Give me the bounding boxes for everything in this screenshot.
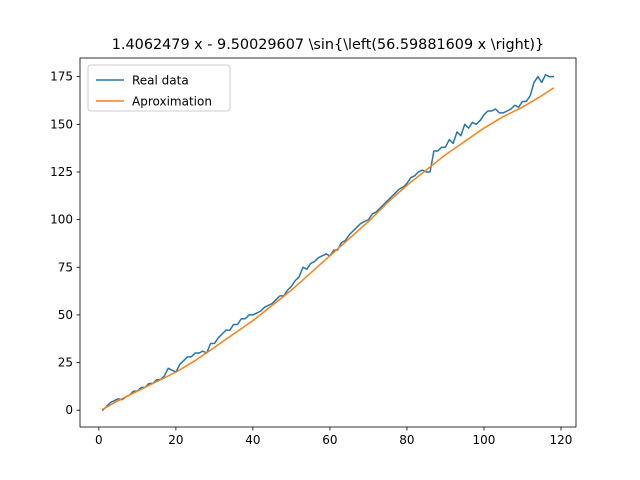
x-tick-label: 40 xyxy=(245,433,260,447)
y-tick-label: 150 xyxy=(50,117,73,131)
x-tick-label: 100 xyxy=(473,433,496,447)
x-tick-label: 60 xyxy=(322,433,337,447)
series-line-real-data xyxy=(101,74,555,412)
chart-title: 1.4062479 x - 9.50029607 \sin{\left(56.5… xyxy=(112,37,544,53)
y-tick-label: 50 xyxy=(58,308,73,322)
x-tick-label: 80 xyxy=(399,433,414,447)
y-tick-label: 125 xyxy=(50,165,73,179)
y-tick-label: 100 xyxy=(50,213,73,227)
x-tick-label: 0 xyxy=(95,433,103,447)
axes-frame xyxy=(79,57,577,428)
y-tick-label: 175 xyxy=(50,70,73,84)
x-tick-label: 120 xyxy=(550,433,573,447)
legend-label-aproximation: Aproximation xyxy=(132,95,212,109)
x-tick-label: 20 xyxy=(168,433,183,447)
series-line-aproximation xyxy=(101,87,555,411)
legend-label-real-data: Real data xyxy=(132,74,189,88)
plot-area: 0 20 40 60 80 100 120 0 25 50 75 100 125 150 175 Real d… xyxy=(50,57,577,447)
y-tick-label: 75 xyxy=(58,260,73,274)
legend-box xyxy=(87,64,231,112)
y-tick-label: 25 xyxy=(58,356,73,370)
y-tick-label: 0 xyxy=(65,403,73,417)
